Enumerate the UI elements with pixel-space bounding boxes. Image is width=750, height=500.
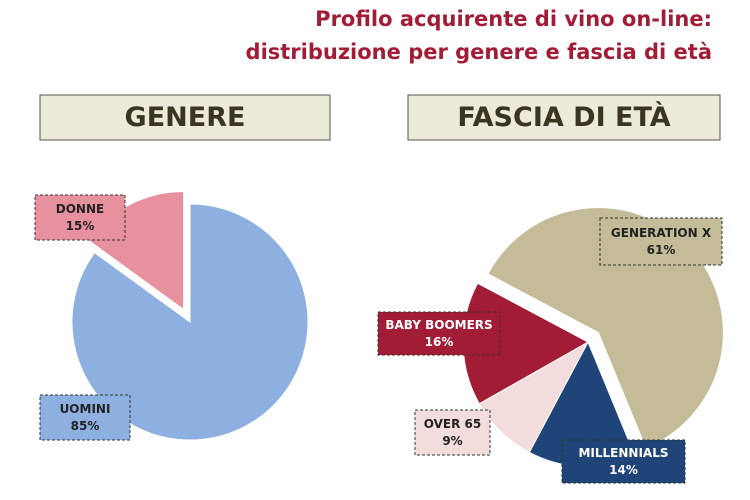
label-box	[599, 217, 723, 266]
label-box	[561, 439, 686, 484]
slice-label: MILLENNIALS	[578, 446, 668, 460]
slice-value-label: 16%	[425, 335, 454, 349]
slice-value-label: 61%	[647, 243, 676, 257]
label-box	[34, 194, 126, 241]
label-box	[414, 409, 491, 456]
slice-value-label: 85%	[71, 419, 100, 433]
slice-value-label: 15%	[66, 219, 95, 233]
pie-slice	[71, 203, 309, 441]
panel-title: FASCIA DI ETÀ	[457, 101, 670, 133]
title-line: Profilo acquirente di vino on-line:	[315, 7, 712, 31]
title-line: distribuzione per genere e fascia di età	[246, 40, 712, 64]
label-box	[39, 394, 131, 441]
slice-label: OVER 65	[424, 417, 481, 431]
slice-label: GENERATION X	[611, 226, 712, 240]
panel-title: GENERE	[125, 102, 246, 133]
panel-header	[39, 94, 331, 141]
slice-label: DONNE	[56, 202, 104, 216]
panel-header	[407, 94, 721, 141]
label-box	[377, 311, 501, 356]
slice-value-label: 14%	[609, 463, 638, 477]
slice-value-label: 9%	[442, 434, 462, 448]
slice-label: BABY BOOMERS	[385, 318, 492, 332]
slice-label: UOMINI	[60, 402, 111, 416]
